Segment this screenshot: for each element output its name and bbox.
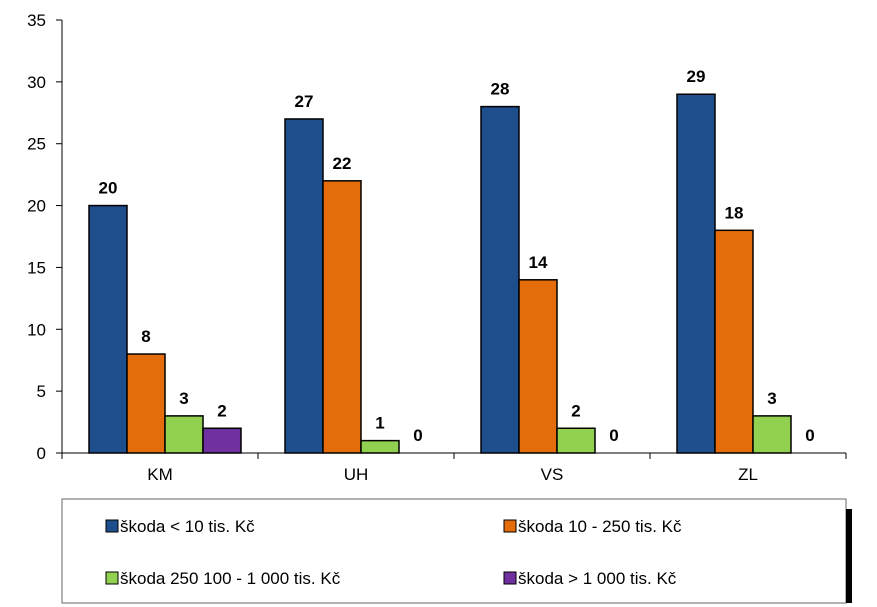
data-label: 2 [571, 401, 580, 420]
chart-bars [88, 93, 792, 454]
bar-km-series-2 [126, 353, 166, 454]
data-label: 1 [375, 414, 384, 433]
data-label: 18 [725, 203, 744, 222]
data-label: 0 [805, 426, 814, 445]
bar-km-series-1 [88, 204, 128, 454]
data-label: 0 [413, 426, 422, 445]
legend-swatch [503, 571, 517, 585]
bar-zl-series-3 [752, 415, 792, 454]
bar-vs-series-3 [556, 427, 596, 454]
y-tick-label: 30 [27, 73, 46, 92]
legend-label: škoda 250 100 - 1 000 tis. Kč [120, 569, 341, 588]
data-label: 22 [333, 154, 352, 173]
y-tick-label: 0 [37, 444, 46, 463]
bar-uh-series-3 [360, 439, 400, 454]
y-tick-label: 10 [27, 320, 46, 339]
y-tick-label: 20 [27, 197, 46, 216]
data-label: 20 [99, 179, 118, 198]
legend-label: škoda 10 - 250 tis. Kč [518, 517, 682, 536]
bar-vs-series-1 [480, 105, 520, 454]
data-label: 27 [295, 92, 314, 111]
bar-zl-series-2 [714, 229, 754, 454]
legend-swatch [105, 519, 119, 533]
data-label: 2 [217, 401, 226, 420]
y-tick-label: 15 [27, 258, 46, 277]
data-label: 3 [767, 389, 776, 408]
legend-swatch [105, 571, 119, 585]
legend-swatch [503, 519, 517, 533]
x-tick-label: VS [541, 465, 564, 484]
bar-km-series-4 [202, 427, 242, 454]
x-tick-label: ZL [738, 465, 758, 484]
data-label: 3 [179, 389, 188, 408]
data-label: 28 [491, 80, 510, 99]
bar-vs-series-2 [518, 279, 558, 454]
x-tick-label: KM [147, 465, 173, 484]
legend-label: škoda > 1 000 tis. Kč [518, 569, 677, 588]
data-label: 0 [609, 426, 618, 445]
y-tick-label: 35 [27, 11, 46, 30]
y-tick-label: 5 [37, 382, 46, 401]
legend-label: škoda < 10 tis. Kč [120, 517, 255, 536]
legend-shadow [846, 509, 852, 603]
bar-zl-series-1 [676, 93, 716, 454]
bar-uh-series-2 [322, 180, 362, 454]
y-tick-label: 25 [27, 135, 46, 154]
bar-km-series-3 [164, 415, 204, 454]
data-label: 14 [529, 253, 548, 272]
chart-legend: škoda < 10 tis. Kč škoda 10 - 250 tis. Kč… [61, 498, 852, 604]
data-label: 8 [141, 327, 150, 346]
data-label: 29 [687, 67, 706, 86]
x-tick-label: UH [344, 465, 369, 484]
bar-uh-series-1 [284, 118, 324, 454]
